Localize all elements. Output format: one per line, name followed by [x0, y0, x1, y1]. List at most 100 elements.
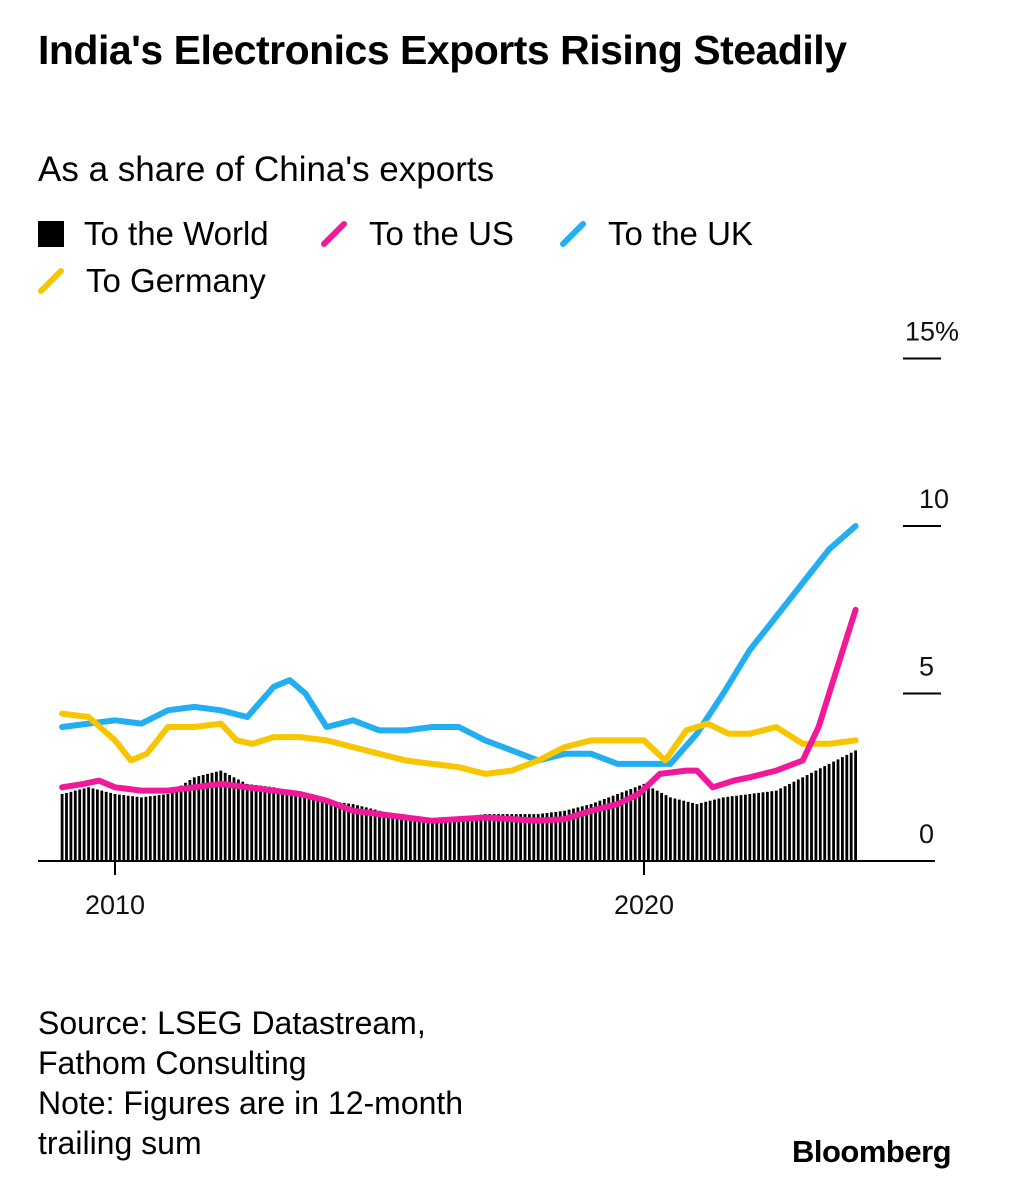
- world-bar: [779, 788, 783, 861]
- world-bar: [735, 795, 738, 861]
- world-bar: [219, 770, 223, 862]
- world-bar: [744, 794, 747, 861]
- world-bar: [131, 796, 134, 861]
- world-bar: [766, 791, 769, 861]
- world-bar: [475, 815, 478, 861]
- world-bar: [695, 804, 699, 861]
- world-bar: [369, 808, 373, 861]
- world-bar: [704, 801, 708, 861]
- world-bar: [686, 801, 690, 861]
- legend-label-uk: To the UK: [608, 215, 753, 252]
- world-bar: [514, 814, 518, 861]
- world-bar: [135, 796, 139, 861]
- world-bar: [166, 794, 170, 861]
- world-bar: [453, 818, 456, 861]
- world-bar: [492, 814, 496, 861]
- world-bar: [378, 810, 381, 862]
- world-bar: [841, 757, 844, 861]
- world-bar: [272, 787, 276, 861]
- world-bar: [351, 804, 355, 861]
- legend-item-uk: To the UK: [560, 214, 753, 254]
- world-bar: [814, 770, 818, 862]
- world-bar: [162, 794, 165, 861]
- world-bar: [788, 783, 791, 861]
- world-bar: [739, 795, 743, 861]
- world-bar: [153, 795, 157, 861]
- world-bar: [69, 791, 73, 861]
- world-bar: [717, 798, 721, 861]
- world-bar: [241, 781, 245, 861]
- world-bar: [470, 815, 474, 861]
- world-bar: [320, 799, 324, 861]
- world-bar: [404, 817, 408, 862]
- world-bar: [259, 785, 262, 861]
- world-bar: [510, 814, 514, 861]
- world-bar: [629, 789, 633, 861]
- note-line: trailing sum: [38, 1125, 202, 1161]
- world-bar: [801, 777, 805, 862]
- x-tick-label: 2010: [85, 890, 145, 920]
- note-line: Note: Figures are in 12-month: [38, 1085, 464, 1121]
- world-bar: [713, 799, 716, 861]
- legend-item-germany: To Germany: [38, 261, 266, 301]
- world-bar: [673, 798, 677, 861]
- world-bar: [598, 800, 602, 861]
- world-bar: [580, 806, 584, 861]
- world-bar: [836, 759, 840, 861]
- world-bar: [289, 791, 293, 861]
- world-bar: [563, 810, 566, 862]
- world-bar: [810, 772, 813, 861]
- world-bar: [307, 796, 311, 861]
- world-bar: [298, 794, 302, 861]
- world-bar: [611, 795, 615, 861]
- world-bar: [845, 754, 849, 861]
- world-bar: [179, 785, 183, 861]
- world-bar: [82, 788, 86, 861]
- world-bar: [572, 808, 575, 861]
- world-bar: [849, 752, 853, 861]
- world-bar: [633, 787, 637, 861]
- world-bar: [792, 781, 796, 861]
- legend-label-germany: To Germany: [86, 262, 266, 299]
- world-bar: [228, 775, 231, 861]
- world-bar: [519, 814, 522, 861]
- world-bar: [594, 802, 597, 861]
- legend-swatch-germany: [38, 268, 64, 294]
- world-bar: [721, 797, 725, 861]
- world-bar: [854, 750, 857, 861]
- world-bar: [325, 800, 328, 861]
- world-bar: [558, 811, 562, 861]
- world-bar: [312, 797, 315, 861]
- world-bar: [439, 819, 443, 861]
- world-bar: [113, 794, 117, 861]
- world-bar: [607, 797, 611, 861]
- world-bar: [585, 805, 589, 861]
- world-bar: [483, 814, 487, 861]
- world-bar: [554, 811, 558, 861]
- legend-item-us: To the US: [321, 214, 514, 254]
- world-bar: [91, 788, 95, 861]
- y-tick-label: 0: [919, 819, 934, 849]
- source-line: Source: LSEG Datastream,: [38, 1005, 426, 1041]
- world-bar: [197, 776, 201, 861]
- y-tick-label: 5: [919, 652, 934, 682]
- world-bar: [783, 786, 787, 861]
- world-bar: [505, 814, 509, 861]
- world-bar: [655, 790, 659, 861]
- world-bar: [770, 791, 774, 861]
- world-bar: [625, 790, 628, 861]
- world-bar: [267, 786, 271, 861]
- world-bar: [796, 779, 800, 861]
- world-bar: [100, 790, 104, 861]
- chart-title: India's Electronics Exports Rising Stead…: [38, 27, 847, 73]
- world-bar: [422, 819, 425, 861]
- world-bar: [276, 788, 280, 861]
- world-bar: [602, 799, 606, 861]
- world-bar: [360, 806, 364, 861]
- world-bar: [118, 794, 121, 861]
- world-bar: [642, 783, 646, 861]
- world-bar: [215, 771, 218, 861]
- world-bar: [541, 813, 544, 861]
- legend-item-world: To the World: [38, 214, 269, 254]
- world-bar: [188, 780, 192, 861]
